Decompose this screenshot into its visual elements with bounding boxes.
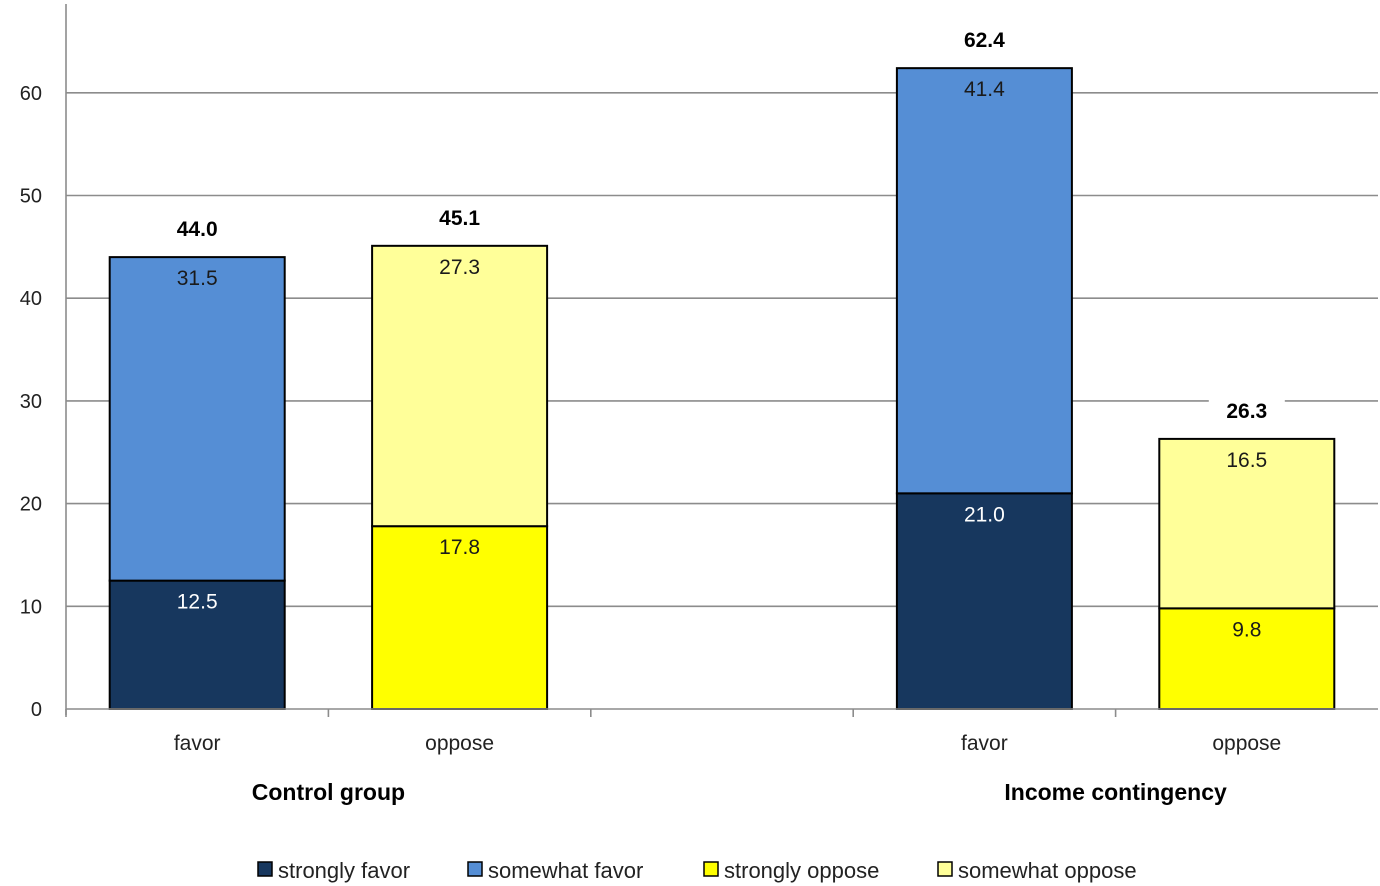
- total-label-backing: [1208, 394, 1285, 425]
- data-label: 31.5: [177, 267, 218, 290]
- category-label: oppose: [1212, 732, 1281, 755]
- total-label-backing: [159, 213, 236, 244]
- data-label: 27.3: [439, 256, 480, 279]
- legend: strongly favor somewhat favor strongly opp…: [257, 858, 1137, 883]
- total-label: 26.3: [1226, 400, 1267, 423]
- legend-swatch-somewhat-oppose: [937, 861, 953, 877]
- legend-swatch-strongly-oppose: [703, 861, 719, 877]
- legend-label: somewhat favor: [488, 858, 643, 883]
- y-tick-label: 30: [20, 391, 42, 413]
- data-label: 9.8: [1232, 618, 1261, 641]
- y-tick-label: 50: [20, 186, 42, 208]
- total-label: 62.4: [964, 29, 1005, 52]
- total-label-backing: [946, 24, 1023, 55]
- data-label: 16.5: [1226, 449, 1267, 472]
- labels: 12.5 31.5 44.0 favor 17.8 27.3 45.1 oppose 21.0 4…: [159, 24, 1285, 805]
- bar-segment-somewhat-oppose: [371, 244, 549, 528]
- y-tick-label: 20: [20, 494, 42, 516]
- category-label: oppose: [425, 732, 494, 755]
- bar-segment-somewhat-favor: [895, 67, 1073, 495]
- group-label: Income contingency: [1004, 779, 1227, 805]
- y-tick-label: 0: [31, 699, 42, 721]
- legend-swatch-somewhat-favor: [467, 861, 483, 877]
- bars: [108, 67, 1336, 710]
- category-label: favor: [174, 732, 221, 755]
- bar-segment-strongly-favor: [895, 492, 1073, 710]
- total-label-backing: [421, 201, 498, 232]
- legend-label: strongly favor: [278, 858, 410, 883]
- category-label: favor: [961, 732, 1008, 755]
- data-label: 21.0: [964, 503, 1005, 526]
- legend-label: strongly oppose: [724, 858, 879, 883]
- legend-swatch-strongly-favor: [257, 861, 273, 877]
- total-label: 44.0: [177, 218, 218, 241]
- y-tick-label: 10: [20, 596, 42, 618]
- group-label: Control group: [252, 779, 405, 805]
- legend-label: somewhat oppose: [958, 858, 1137, 883]
- bar-segment-somewhat-oppose: [1158, 437, 1336, 610]
- total-label: 45.1: [439, 207, 480, 230]
- axes: 0 10 20 30 40 50 60: [20, 4, 1378, 721]
- data-label: 41.4: [964, 78, 1005, 101]
- data-label: 17.8: [439, 536, 480, 559]
- bar-segment-somewhat-favor: [108, 256, 286, 582]
- y-tick-label: 40: [20, 288, 42, 310]
- bar-segment-strongly-oppose: [371, 525, 549, 710]
- y-tick-label: 60: [20, 83, 42, 105]
- data-label: 12.5: [177, 591, 218, 614]
